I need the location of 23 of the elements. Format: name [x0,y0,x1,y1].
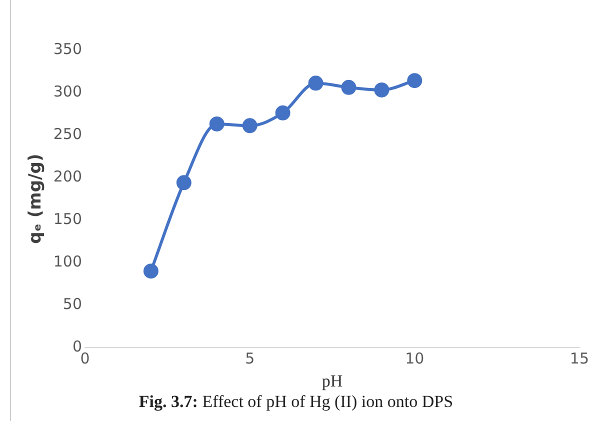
point [275,105,290,120]
point [242,118,258,134]
y-tick-label: 0 [72,337,82,356]
x-tick-label: 10 [405,349,424,368]
y-tick-label: 350 [53,40,82,58]
y-tick-label: 250 [53,124,82,143]
y-axis-title: qₑ (mg/g) [26,154,46,244]
point [341,80,356,95]
y-tick-label: 100 [53,252,82,270]
x-tick-label: 15 [570,349,590,368]
point [308,76,324,91]
y-tick-label: 300 [53,82,82,100]
point [374,82,390,98]
y-tick-label: 50 [62,294,82,313]
x-axis-title: pH [322,371,343,390]
point [209,116,224,132]
y-tick-label: 150 [53,210,82,228]
y-tick-label: 200 [53,167,82,186]
point [143,264,158,279]
caption: Fig. 3.7: Effect of pH of Hg (II) ion onto DPS [138,392,454,412]
point [176,175,192,190]
x-tick-label: 5 [245,349,255,368]
point [407,73,422,88]
